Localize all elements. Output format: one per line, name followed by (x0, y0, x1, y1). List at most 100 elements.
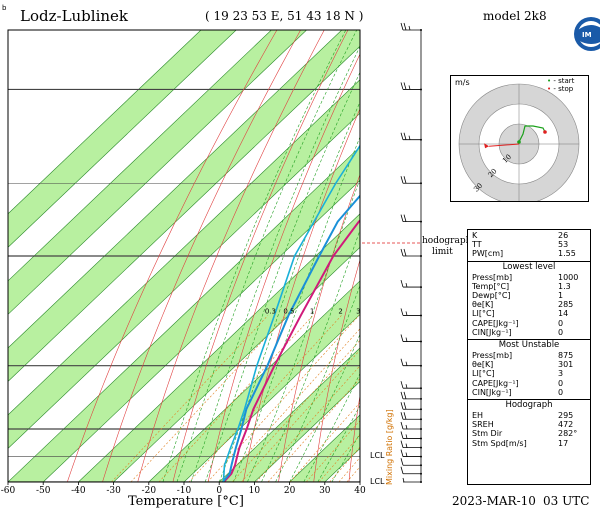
wind-barb (401, 133, 422, 141)
wind-barb (401, 215, 422, 223)
index-value: 53 (558, 240, 584, 249)
wind-barb (401, 412, 422, 420)
barb-full (404, 176, 406, 183)
mixing-ratio-value: 1 (310, 307, 314, 315)
index-value: 0 (558, 328, 584, 337)
wind-barb (401, 176, 422, 184)
wind-barb (401, 308, 422, 316)
index-key: PW[cm] (472, 249, 503, 258)
index-key: Press[mb] (472, 351, 512, 360)
wind-barb (401, 23, 422, 31)
station-title: Lodz-Lublinek (20, 7, 129, 25)
x-tick-label: 40 (354, 486, 366, 496)
index-value: 282° (558, 429, 584, 438)
index-value: 1 (558, 291, 584, 300)
wind-barb (401, 450, 422, 458)
barb-dot (420, 408, 422, 410)
barb-full (401, 176, 403, 183)
mixing-ratio-value: 3 (356, 307, 360, 315)
index-row: Stm Dir 282° (472, 429, 584, 438)
index-value: 17 (558, 439, 584, 448)
barb-full (401, 422, 403, 429)
index-row: θe[K]285 (472, 300, 584, 309)
wind-barbs (401, 23, 422, 483)
index-value: 1.55 (558, 249, 584, 258)
barb-half (406, 283, 407, 287)
index-row: Dewp[°C] 1 (472, 291, 584, 300)
index-value: 3 (558, 369, 584, 378)
barb-full (404, 402, 406, 409)
index-row: K 26 (472, 231, 584, 240)
index-row: θe[K] 301 (472, 360, 584, 369)
barb-full (401, 335, 403, 342)
barb-dot (420, 428, 422, 430)
index-key: SREH (472, 420, 494, 429)
corner-letter: b (2, 4, 7, 12)
mixing-ratio-line (330, 315, 474, 482)
barb-full (401, 82, 403, 89)
station-coords: ( 19 23 53 E, 51 43 18 N ) (205, 9, 363, 23)
hodograph-legend-start: • - start (547, 77, 574, 85)
index-value: 301 (558, 360, 584, 369)
wind-barb (401, 467, 422, 475)
barb-dot (420, 29, 422, 31)
hodograph-legend-stop: • - stop (547, 85, 573, 93)
index-key: CAPE[Jkg⁻¹] (472, 379, 519, 388)
barb-dot (420, 418, 422, 420)
index-key: K (472, 231, 477, 240)
wind-barb (401, 402, 422, 410)
index-key: CIN[Jkg⁻¹] (472, 328, 512, 337)
index-value: 1.3 (558, 282, 584, 291)
index-row: Stm Spd[m/s]17 (472, 439, 584, 448)
index-key: θe[K] (472, 360, 493, 369)
barb-dot (420, 447, 422, 449)
time-label: 03 UTC (543, 494, 589, 508)
barb-full (404, 392, 406, 399)
barb-dot (420, 182, 422, 184)
barb-dot (420, 464, 422, 466)
index-row: CAPE[Jkg⁻¹] 0 (472, 379, 584, 388)
index-row: Press[mb]875 (472, 351, 584, 360)
index-value: 472 (558, 420, 584, 429)
index-value: 285 (558, 300, 584, 309)
lowest-level-title: Lowest level (468, 262, 590, 273)
index-value: 0 (558, 319, 584, 328)
index-key: Dewp[°C] (472, 291, 511, 300)
index-key: EH (472, 411, 483, 420)
barb-full (401, 441, 403, 448)
date-label: 2023-MAR-10 (452, 494, 536, 508)
barb-dot (420, 139, 422, 141)
most-unstable-title: Most Unstable (468, 340, 590, 351)
hodograph-unit: m/s (455, 78, 470, 87)
index-value: 0 (558, 379, 584, 388)
lcl-label-inner: LCL (370, 451, 385, 460)
barb-full (401, 431, 403, 438)
index-key: Stm Dir (472, 429, 502, 438)
barb-half (406, 384, 407, 388)
x-tick-label: -50 (36, 486, 51, 496)
barb-full (404, 215, 406, 222)
wind-barb (401, 82, 422, 90)
barb-half (409, 85, 410, 89)
index-row: Temp[°C]1.3 (472, 282, 584, 291)
barb-dot (420, 398, 422, 400)
index-row: Press[mb]1000 (472, 273, 584, 282)
barb-dot (420, 88, 422, 90)
index-row: LI[°C]14 (472, 309, 584, 318)
barb-half (406, 338, 407, 342)
barb-dot (420, 473, 422, 475)
hodograph-limit-label-1: hodograph (422, 236, 472, 246)
hodograph-limit-label-2: limit (432, 247, 453, 257)
index-value: 26 (558, 231, 584, 240)
wind-barb (401, 280, 422, 288)
barb-dot (420, 255, 422, 257)
mixing-ratio-axis-label: Mixing Ratio [g/kg] (385, 409, 394, 485)
svg-text:IM: IM (582, 31, 592, 39)
